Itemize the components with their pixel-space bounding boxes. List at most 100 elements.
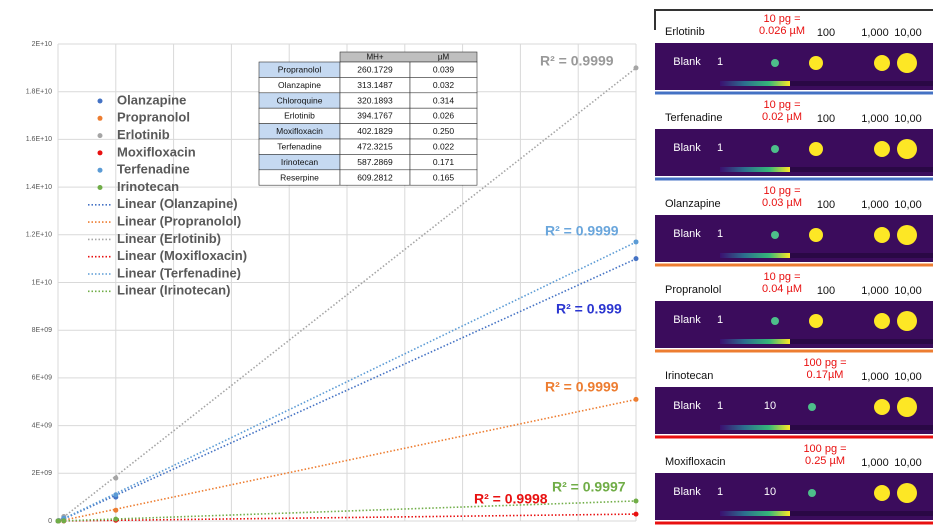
- panel-spot: [874, 141, 890, 157]
- data-point: [113, 507, 119, 513]
- table-cell-text: 0.171: [433, 157, 455, 167]
- panel-top-label: 10,00: [894, 199, 922, 211]
- legend-marker: [97, 115, 103, 121]
- legend-label: Linear (Erlotinib): [117, 231, 221, 246]
- panel-inner-label: Blank: [673, 314, 701, 326]
- y-tick-label: 2E+10: [32, 41, 53, 48]
- data-point: [633, 498, 639, 504]
- table-cell-text: Olanzapine: [278, 80, 321, 90]
- panel-inner-label: 1: [717, 400, 723, 412]
- y-tick-label: 1E+10: [32, 279, 53, 286]
- table-cell-text: 0.314: [433, 95, 455, 105]
- data-point: [633, 511, 639, 517]
- panel-top-label: 100: [817, 113, 835, 125]
- panel-top-label: 10,00: [894, 285, 922, 297]
- panel-colorbar: [720, 81, 790, 86]
- panel-inner-label: Blank: [673, 228, 701, 240]
- panel-top-label: 100: [817, 27, 835, 39]
- panel-colorbar-bg: [790, 253, 933, 258]
- panel-amount: 10 pg =: [763, 185, 800, 197]
- panel-top-label: 1,000: [861, 113, 889, 125]
- panel-colorbar-bg: [790, 425, 933, 430]
- table-cell-text: 472.3215: [357, 141, 393, 151]
- panel-name: Erlotinib: [665, 26, 705, 38]
- panel-inner-label: 1: [717, 486, 723, 498]
- panel-spot: [897, 483, 917, 503]
- data-point: [633, 396, 639, 402]
- panel-spot: [874, 399, 890, 415]
- trendline: [57, 258, 637, 523]
- r2-label: R² = 0.9999: [545, 223, 619, 239]
- table-cell-text: 320.1893: [357, 95, 393, 105]
- table-cell-text: 394.1767: [357, 111, 393, 121]
- data-point: [113, 492, 119, 498]
- data-point: [633, 239, 639, 245]
- table-cell-text: 0.022: [433, 141, 455, 151]
- panel-inner-label: 10: [764, 486, 776, 498]
- trendline: [57, 398, 637, 523]
- data-point: [633, 256, 639, 262]
- panel-frame: [654, 9, 933, 30]
- legend-marker: [97, 167, 103, 173]
- legend-marker: [97, 150, 103, 156]
- panel-name: Terfenadine: [665, 112, 723, 124]
- panel-colorbar-bg: [790, 81, 933, 86]
- panel-amount: 10 pg =: [763, 271, 800, 283]
- panel-top-label: 10,00: [894, 371, 922, 383]
- data-point: [61, 518, 67, 524]
- y-tick-label: 2E+09: [32, 470, 53, 477]
- legend-marker: [97, 133, 103, 139]
- y-tick-label: 1.6E+10: [26, 136, 52, 143]
- panel-conc: 0.25 µM: [805, 455, 845, 467]
- legend-label: Terfenadine: [117, 162, 190, 177]
- r2-label: R² = 0.9998: [474, 491, 548, 507]
- panel-name: Propranolol: [665, 284, 721, 296]
- legend-label: Linear (Irinotecan): [117, 283, 230, 298]
- panel-colorbar-bg: [790, 511, 933, 516]
- table-cell: [409, 169, 478, 186]
- panel-inner-label: Blank: [673, 56, 701, 68]
- table-cell-text: Terfenadine: [277, 141, 322, 151]
- panel-top-label: 1,000: [861, 371, 889, 383]
- legend-marker: [97, 98, 103, 104]
- panel-spot: [897, 225, 917, 245]
- table-cell-text: Erlotinib: [284, 111, 315, 121]
- y-tick-label: 1.4E+10: [26, 184, 52, 191]
- panel-top-label: 10,00: [894, 27, 922, 39]
- legend-label: Irinotecan: [117, 179, 179, 194]
- panel-spot: [897, 311, 917, 331]
- panel-inner-label: 1: [717, 142, 723, 154]
- panel-inner-label: 1: [717, 228, 723, 240]
- table-cell-text: 0.250: [433, 126, 455, 136]
- table-cell-text: Propranolol: [278, 64, 322, 74]
- panel-inner-label: Blank: [673, 142, 701, 154]
- panel-spot: [897, 139, 917, 159]
- panel-inner-label: 1: [717, 56, 723, 68]
- panel-spot: [809, 314, 823, 328]
- legend-label: Linear (Terfenadine): [117, 265, 241, 280]
- panel-amount: 10 pg =: [763, 13, 800, 25]
- table-header: MH+: [366, 53, 383, 62]
- panel-amount: 10 pg =: [763, 99, 800, 111]
- panel-spot: [874, 313, 890, 329]
- r2-label: R² = 0.9997: [552, 479, 626, 495]
- panel-colorbar-bg: [790, 167, 933, 172]
- panel-top-label: 100: [817, 199, 835, 211]
- panel-amount: 100 pg =: [803, 357, 846, 369]
- panel-amount: 100 pg =: [803, 443, 846, 455]
- panel-spot: [771, 317, 779, 325]
- panel-spot: [874, 55, 890, 71]
- r2-label: R² = 0.9999: [545, 379, 619, 395]
- legend-marker: [97, 185, 103, 190]
- panel-spot: [809, 142, 823, 156]
- table-cell-text: 0.026: [433, 111, 455, 121]
- legend-label: Erlotinib: [117, 127, 170, 142]
- panel-conc: 0.03 µM: [762, 197, 802, 209]
- y-tick-label: 4E+09: [32, 422, 53, 429]
- table-cell-text: 0.165: [433, 172, 455, 182]
- panel-top-label: 1,000: [861, 199, 889, 211]
- panel-colorbar: [720, 339, 790, 344]
- panel-top-label: 1,000: [861, 457, 889, 469]
- table-cell-text: 609.2812: [357, 172, 393, 182]
